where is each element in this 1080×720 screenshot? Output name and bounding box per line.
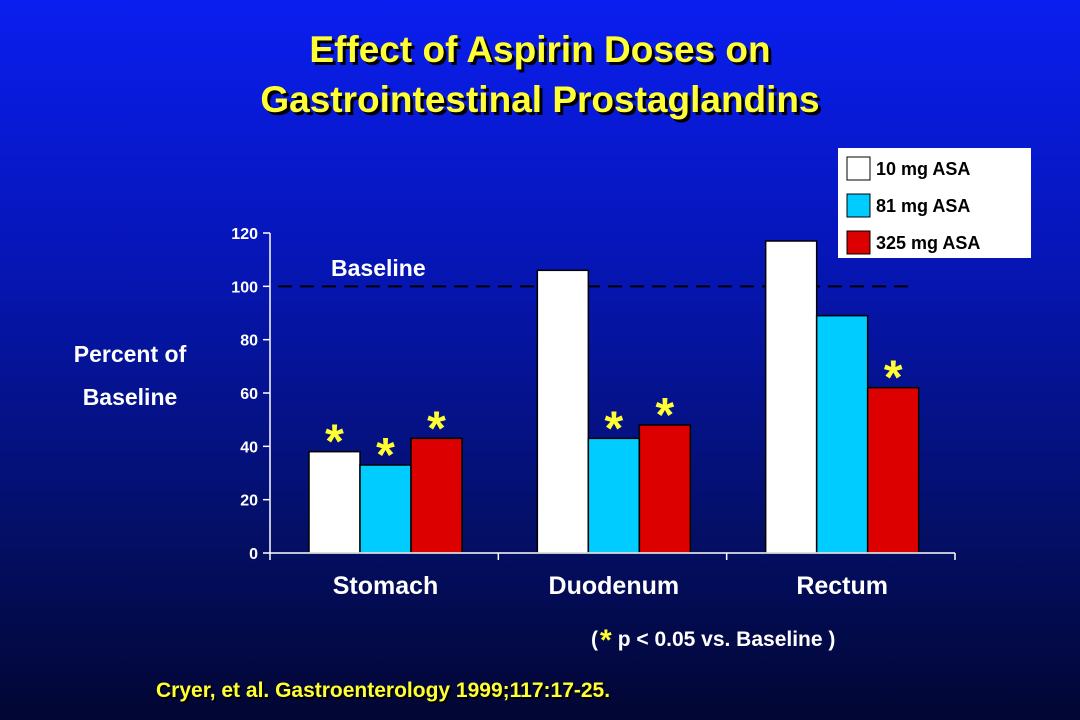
significance-star: *: [427, 402, 446, 455]
bar-duodenum-2: [587, 437, 641, 554]
significance-star: *: [376, 429, 395, 482]
bar-duodenum-3: [638, 424, 692, 554]
baseline-label: Baseline: [331, 255, 426, 281]
significance-star: *: [604, 402, 623, 455]
y-tick-label: 20: [240, 493, 258, 510]
citation: Cryer, et al. Gastroenterology 1999;117:…: [156, 679, 611, 702]
legend-label-1: 10 mg ASA: [876, 159, 970, 179]
significance-star: *: [655, 389, 674, 442]
y-tick-label: 0: [249, 546, 258, 563]
chart-title-line2: Gastrointestinal Prostaglandins: [260, 79, 820, 120]
legend-swatch-1: [846, 156, 871, 181]
x-tick-label-duodenum: Duodenum: [549, 572, 680, 600]
legend-swatch-2: [846, 193, 871, 218]
y-tick-label: 80: [240, 333, 258, 350]
footnote-open-paren: (: [591, 628, 598, 651]
significance-star: *: [884, 352, 903, 405]
legend-label-3: 325 mg ASA: [876, 233, 980, 253]
bar-stomach-3: [410, 437, 463, 554]
significance-star: *: [325, 416, 344, 469]
bar-rectum-1: [764, 240, 818, 554]
bar-rectum-2: [815, 314, 869, 554]
footnote-star: *: [600, 624, 612, 657]
legend-label-2: 81 mg ASA: [876, 196, 970, 216]
significance-footnote: (* p < 0.05 vs. Baseline ): [591, 624, 835, 658]
bar-stomach-1: [308, 450, 361, 554]
legend-swatch-3: [846, 230, 871, 255]
bar-rectum-3: [866, 386, 920, 554]
y-axis-label-line1: Percent of: [73, 341, 187, 367]
bar-duodenum-1: [536, 269, 590, 554]
bar-stomach-2: [359, 464, 412, 554]
x-tick-label-stomach: Stomach: [333, 572, 439, 600]
y-tick-label: 120: [231, 226, 258, 243]
footnote-text: p < 0.05 vs. Baseline ): [617, 628, 836, 651]
x-tick-label-rectum: Rectum: [796, 572, 888, 600]
chart-title-line1: Effect of Aspirin Doses on: [309, 29, 771, 70]
y-tick-label: 60: [240, 386, 258, 403]
y-axis-label-line2: Baseline: [82, 384, 178, 410]
y-tick-label: 100: [231, 279, 258, 296]
y-tick-label: 40: [240, 439, 258, 456]
